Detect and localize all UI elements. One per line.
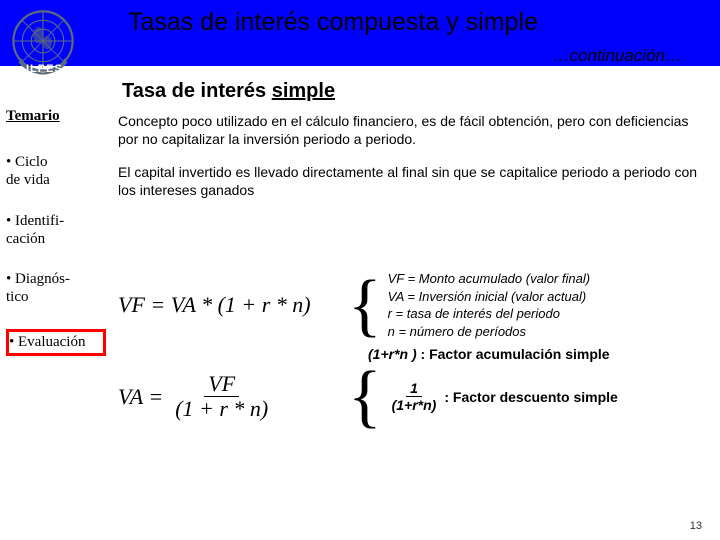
subtitle: Tasa de interés simple <box>122 80 335 103</box>
continuation-label: …continuación… <box>553 46 682 66</box>
formula-row-va: VA = VF (1 + r * n) { 1 (1+r*n) : Factor… <box>118 372 708 421</box>
brace-icon: { <box>348 281 382 330</box>
va-denominator: (1 + r * n) <box>171 397 272 420</box>
body-text: Concepto poco utilizado en el cálculo fi… <box>118 112 698 214</box>
paragraph: Concepto poco utilizado en el cálculo fi… <box>118 112 698 149</box>
factor2-numerator: 1 <box>406 381 422 397</box>
legend-line: VF = Monto acumulado (valor final) <box>388 270 590 288</box>
legend-line: r = tasa de interés del periodo <box>388 305 590 323</box>
factor-row-accum: (1+r*n ) : Factor acumulación simple <box>368 346 708 362</box>
formula-vf: VF = VA * (1 + r * n) <box>118 292 338 318</box>
slide-title: Tasas de interés compuesta y simple <box>128 8 538 37</box>
legend-line: VA = Inversión inicial (valor actual) <box>388 288 590 306</box>
legend-line: n = número de períodos <box>388 323 590 341</box>
slide: ILPES Tasas de interés compuesta y simpl… <box>0 0 720 540</box>
sidebar-item[interactable]: • Diagnós- tico <box>6 270 110 307</box>
factor2-denominator: (1+r*n) <box>388 397 441 412</box>
variable-legend: VF = Monto acumulado (valor final) VA = … <box>388 270 590 340</box>
sidebar-item[interactable]: • Identifi- cación <box>6 212 110 249</box>
paragraph: El capital invertido es llevado directam… <box>118 163 698 200</box>
formula-row-vf: VF = VA * (1 + r * n) { VF = Monto acumu… <box>118 270 708 340</box>
va-numerator: VF <box>204 373 239 397</box>
sidebar-heading: Temario <box>6 108 110 125</box>
factor-accumulation: (1+r*n ) : Factor acumulación simple <box>368 346 610 362</box>
va-lhs: VA = <box>118 384 163 410</box>
factor-text: : Factor descuento simple <box>444 389 617 405</box>
subtitle-underlined: simple <box>272 80 335 102</box>
org-label: ILPES <box>26 63 63 75</box>
factor-text: : Factor acumulación simple <box>417 346 610 362</box>
sidebar: Temario • Ciclo de vida • Identifi- caci… <box>6 108 110 356</box>
sidebar-item[interactable]: • Ciclo de vida <box>6 153 110 190</box>
subtitle-plain: Tasa de interés <box>122 80 272 102</box>
factor-discount: 1 (1+r*n) : Factor descuento simple <box>388 381 618 412</box>
brace-icon: { <box>348 372 382 421</box>
sidebar-item-current[interactable]: • Evaluación <box>6 329 106 356</box>
formulas-block: VF = VA * (1 + r * n) { VF = Monto acumu… <box>118 270 708 431</box>
header-bar: ILPES Tasas de interés compuesta y simpl… <box>0 0 720 66</box>
formula-va: VA = VF (1 + r * n) <box>118 373 338 420</box>
page-number: 13 <box>690 520 702 532</box>
